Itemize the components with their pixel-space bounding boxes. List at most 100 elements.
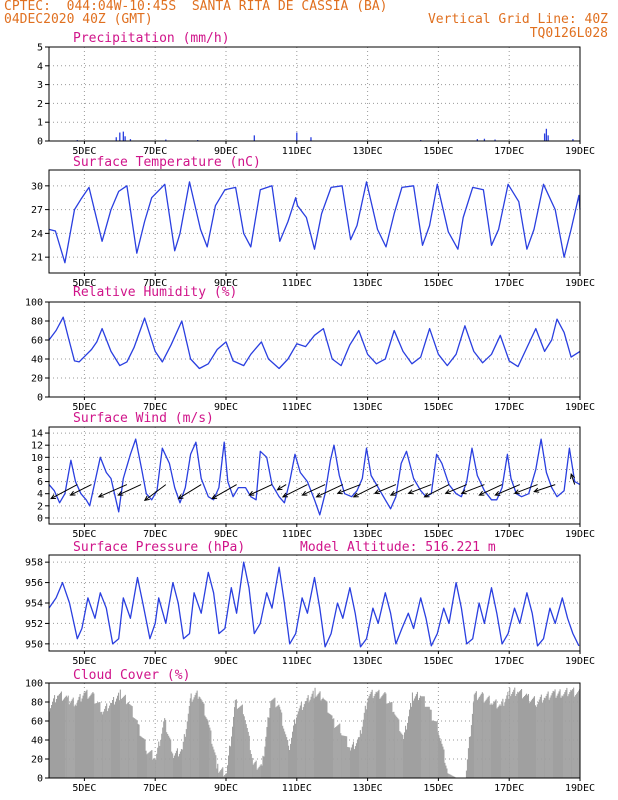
cloud-bar [183,734,185,778]
cloud-bar [535,706,537,779]
cloud-bar [321,699,323,778]
cloud-bar [104,708,106,778]
wind-arrow-head [373,489,380,495]
cloud-bar [510,696,512,778]
x-tick-label: 11DEC [282,146,312,157]
wind-arrow-head [69,490,76,496]
cloud-bar [454,776,456,778]
cloud-bar [492,703,494,778]
cloud-bar [115,701,117,778]
cloud-bar [374,693,376,778]
cloud-bar [496,708,498,778]
cloud-bar [188,706,190,778]
cloud-bar [97,702,99,778]
cloud-bar [70,700,72,778]
cloud-bar [148,752,150,778]
cloud-bar [431,720,433,778]
cloud-bar [262,755,264,778]
cloud-bar [216,768,218,778]
wind-arrow [445,484,467,494]
x-tick-label: 5DEC [72,146,96,157]
cloud-bar [428,706,430,779]
cloud-bar [342,735,344,778]
cloud-bar [249,750,251,778]
wind-arrow-head [494,490,501,496]
cloud-bar [116,698,118,778]
cloud-bar [127,702,129,778]
x-tick-label: 17DEC [494,278,524,289]
cloud-bar [361,726,363,778]
wind-arrow [302,484,326,496]
cloud-bar [304,701,306,778]
panel-pres: Surface Pressure (hPa) Model Altitude: 51… [25,540,595,667]
cloud-bar [416,691,418,778]
cloud-bar [80,701,82,778]
cloud-bar [53,698,55,778]
cloud-bar [406,729,408,778]
cloud-bar [485,699,487,778]
cloud-bar [155,760,157,778]
cloud-bar [466,759,468,778]
wind-arrow [144,484,167,501]
cloud-bar [266,727,268,778]
cloud-bar [320,700,322,778]
cloud-bar [513,689,515,778]
cloud-bar [123,695,125,778]
cloud-bar [489,704,491,778]
cloud-bar [215,755,217,778]
cloud-bar [571,690,573,778]
cloud-bar [348,747,350,778]
cloud-bar [71,699,73,778]
cloud-bar [118,692,120,778]
cloud-bar [329,714,331,778]
wind-arrow-head [117,490,124,496]
cloud-bar [154,757,156,778]
y-tick-label: 27 [31,205,43,216]
cloud-bar [98,702,100,778]
wind-arrow-head [570,473,576,480]
cloud-bar [251,757,253,778]
cloud-bar [270,701,272,778]
cloud-bar [261,765,263,778]
y-tick-label: 6 [37,477,43,488]
cloud-bar [219,771,221,778]
y-tick-label: 0 [37,513,43,524]
cloud-bar [234,700,236,778]
cloud-bar [56,699,58,778]
x-tick-label: 9DEC [214,402,238,413]
panel-cloud: Cloud Cover (%) 0 20 40 60 80 100 5DEC 7DEC 9DEC 1… [25,668,595,794]
cloud-bar [511,694,513,778]
cloud-bar [85,691,87,778]
cloud-bar [69,702,71,778]
y-tick-label: 100 [25,298,43,309]
wind-arrow-head [407,489,414,495]
cloud-bar [205,717,207,778]
cloud-bar [355,743,357,778]
cloud-bar [468,737,470,778]
cloud-bar [209,727,211,778]
cloud-bar [507,691,509,778]
cloud-bar [138,724,140,778]
y-tick-label: 14 [31,429,43,440]
series-line-rh [48,316,581,370]
y-tick-label: 2 [37,99,43,110]
x-tick-label: 7DEC [143,656,167,667]
x-tick-label: 17DEC [494,656,524,667]
wind-arrow [424,484,450,498]
cloud-bar [111,703,113,778]
y-tick-label: 12 [31,441,43,452]
cloud-bar [328,713,330,778]
cloud-bar [368,696,370,778]
cloud-bar [218,772,220,778]
cloud-bar [575,695,577,778]
cloud-bars [49,687,581,779]
cloud-bar [294,719,296,778]
cloud-bar [447,773,449,779]
cloud-bar [92,692,94,778]
cloud-bar [441,743,443,778]
cloud-bar [565,690,567,778]
x-tick-label: 13DEC [353,278,383,289]
cloud-bar [577,692,579,778]
wind-arrow-head [478,490,485,496]
x-tick-label: 19DEC [565,278,595,289]
